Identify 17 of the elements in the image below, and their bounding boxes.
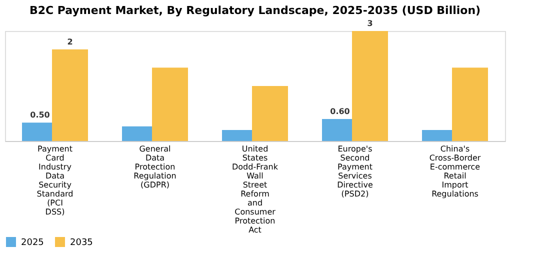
bar [452, 68, 488, 141]
chart-title: B2C Payment Market, By Regulatory Landscape, 2025-2035 (USD Billion) [29, 4, 481, 17]
x-tick-label: Europe's Second Payment Services Directive (PSD2) [337, 144, 373, 198]
category-label: United States Dodd-Frank Wall Street Reform and Consumer Protection Act [232, 144, 278, 234]
x-tick-label: Payment Card Industry Data Security Standard (PCI DSS) [36, 144, 74, 216]
bar [152, 68, 188, 141]
legend-label: 2035 [70, 238, 93, 248]
bar [52, 49, 88, 141]
legend-label: 2025 [21, 238, 44, 248]
x-tick-label: General Data Protection Regulation (GDPR) [134, 144, 176, 190]
data-label: 2 [67, 37, 73, 46]
bar [352, 31, 388, 141]
data-label: 3 [367, 19, 373, 28]
bar [252, 86, 288, 141]
data-label: 0.50 [30, 110, 50, 120]
x-tick-label: China's Cross-Border E-commerce Retail Import Regulations [429, 144, 482, 198]
data-label: 0.60 [330, 107, 350, 116]
